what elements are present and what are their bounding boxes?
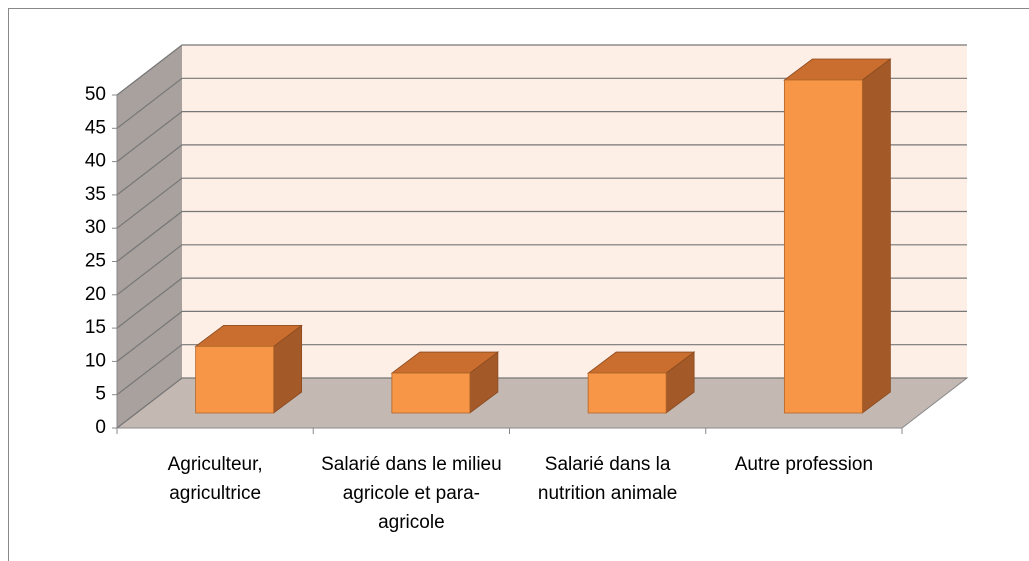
y-tick-label: 5 bbox=[95, 384, 106, 405]
grid-line bbox=[116, 310, 967, 362]
grid-line bbox=[116, 177, 967, 229]
y-tick-label: 25 bbox=[85, 251, 106, 272]
bar bbox=[783, 79, 863, 414]
y-tick-label: 50 bbox=[85, 84, 106, 105]
grid-line bbox=[116, 77, 967, 129]
x-tick-label: Agriculteur, agricultrice bbox=[167, 454, 263, 504]
grid-line bbox=[116, 44, 967, 96]
grid-line bbox=[116, 144, 967, 196]
y-tick-label: 10 bbox=[85, 350, 106, 371]
grid-line bbox=[116, 244, 967, 296]
grid-line bbox=[116, 110, 967, 163]
x-tick-label: Salarié dans le milieu agricole et para-… bbox=[321, 454, 502, 533]
grid-line bbox=[116, 277, 967, 329]
y-tick-label: 15 bbox=[85, 317, 106, 338]
y-tick-label: 20 bbox=[85, 284, 106, 305]
y-tick-label: 35 bbox=[85, 184, 106, 205]
y-tick-label: 30 bbox=[85, 217, 106, 238]
x-tick-label: Autre profession bbox=[734, 454, 874, 475]
x-tick-label: Salarié dans la nutrition animale bbox=[537, 454, 678, 504]
bar bbox=[587, 372, 667, 414]
grid-line bbox=[116, 344, 967, 396]
chart-border bbox=[8, 8, 1029, 561]
y-tick-label: 40 bbox=[85, 151, 106, 172]
grid-line bbox=[116, 377, 967, 429]
grid-line bbox=[116, 210, 967, 262]
bar bbox=[195, 345, 275, 414]
y-tick-label: 0 bbox=[95, 417, 106, 438]
bar-side bbox=[861, 58, 891, 414]
bar bbox=[391, 372, 471, 414]
y-tick-label: 45 bbox=[85, 117, 106, 138]
